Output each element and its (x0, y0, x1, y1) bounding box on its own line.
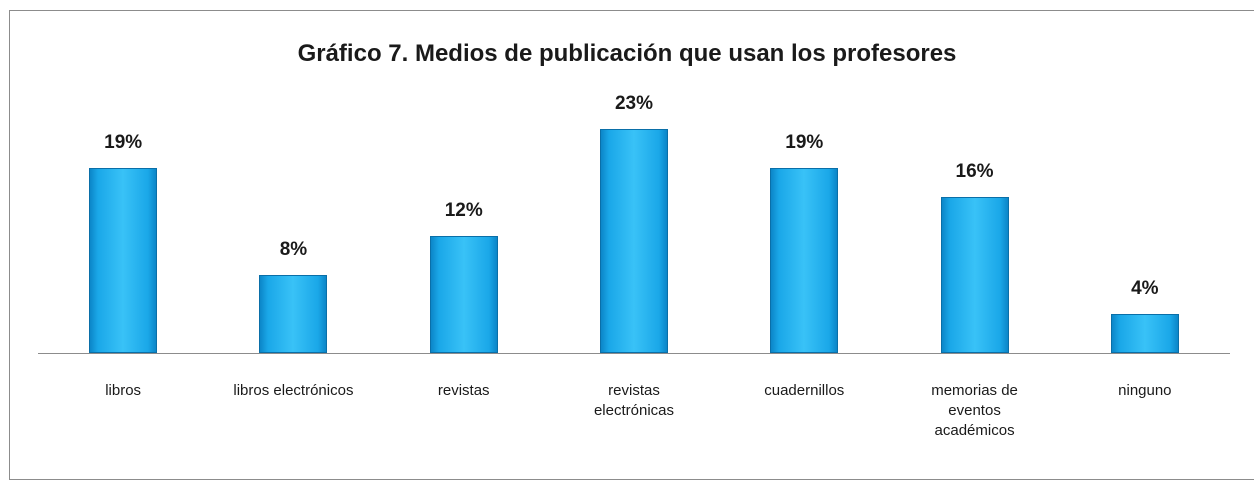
value-label: 4% (1131, 278, 1159, 300)
page: Gráfico 7. Medios de publicación que usa… (9, 10, 1254, 480)
bar (259, 275, 328, 353)
x-tick-label: libros (105, 382, 142, 399)
bar (940, 197, 1009, 353)
chart-title: Gráfico 7. Medios de publicación que usa… (297, 40, 957, 67)
bar (600, 129, 668, 353)
bar (770, 167, 839, 353)
value-label: 23% (614, 93, 654, 114)
bar (1110, 314, 1179, 353)
bar (89, 167, 158, 353)
value-label: 19% (104, 131, 143, 153)
value-label: 8% (279, 239, 308, 261)
x-tick-label: revistas electrónicas (593, 382, 675, 419)
value-label: 16% (955, 161, 994, 183)
x-tick-label: cuadernillos (764, 382, 845, 399)
x-tick-label: revistas (437, 382, 490, 399)
x-tick-label: ninguno (1118, 382, 1172, 399)
x-axis-line (38, 353, 1230, 354)
bar (429, 236, 498, 353)
value-label: 19% (785, 131, 824, 153)
x-tick-label: memorias de eventos académicos (931, 382, 1018, 439)
value-label: 12% (444, 200, 483, 222)
x-tick-label: libros electrónicos (233, 382, 354, 399)
